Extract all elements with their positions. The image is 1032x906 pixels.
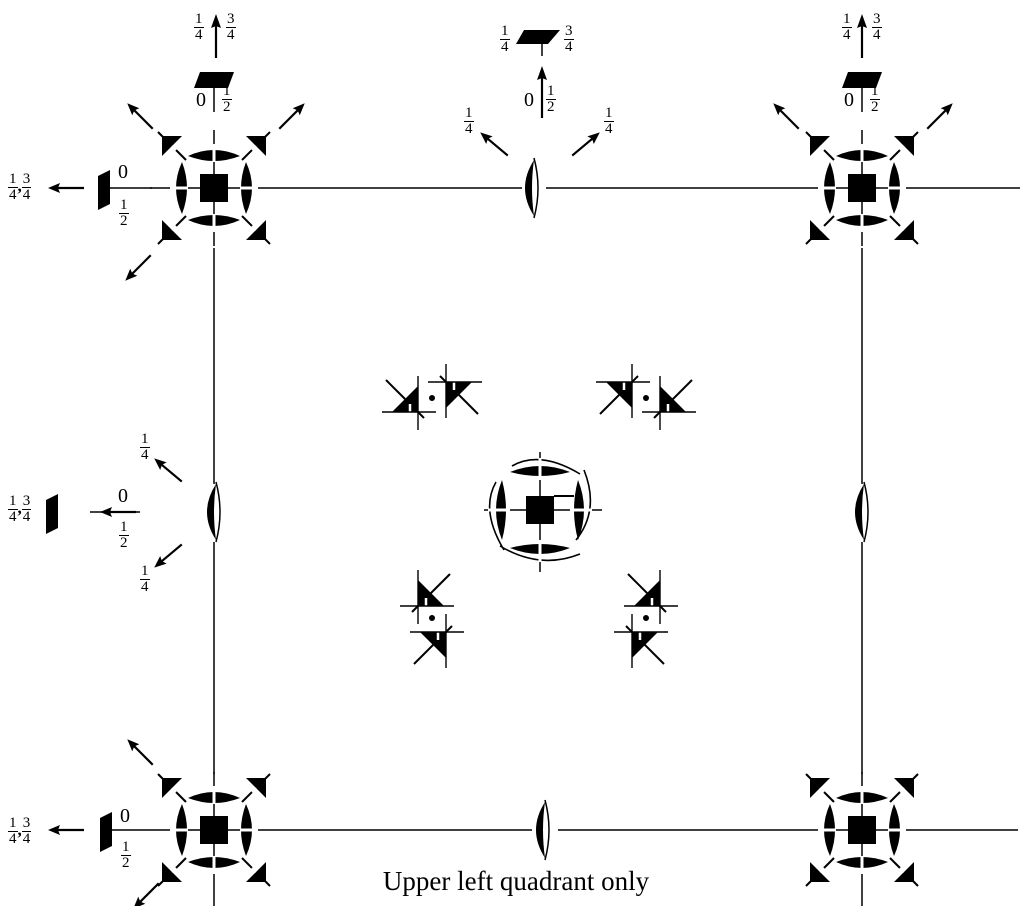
- vertical-arrow-top-right: [857, 14, 867, 58]
- arrow-top-right-ne: [922, 98, 958, 134]
- label-tl-top-zero: 0: [196, 89, 206, 111]
- label-tl-left-zero: 0: [118, 161, 128, 183]
- plane-symbol-top-right: [842, 72, 882, 88]
- vertical-arrow-top-edge: [537, 66, 547, 118]
- label-ml-zero: 0: [118, 485, 128, 507]
- arrow-top-left-west: [46, 181, 86, 195]
- arrow-bottom-left-west: [46, 823, 86, 837]
- cell-edge-lines: [140, 187, 1020, 906]
- arrow-top-right-nw: [768, 98, 804, 134]
- vertical-arrow-top-left: [211, 14, 221, 58]
- twofold-axis-left-edge: [206, 481, 221, 543]
- label-bl-zero: 0: [120, 805, 130, 827]
- inner-motif-lower-left: [398, 568, 466, 670]
- arrow-top-left-ne: [274, 98, 310, 134]
- arrow-top-left-sw: [120, 250, 156, 286]
- fourfold-axis-center: [484, 452, 602, 572]
- twofold-axis-bottom-edge: [535, 799, 550, 861]
- label-tm-zero: 0: [524, 89, 534, 111]
- arrow-left-edge-down: [149, 539, 187, 573]
- arrow-left-edge-up: [149, 453, 187, 487]
- plane-symbol-top-left: [194, 72, 234, 88]
- inner-motif-upper-right: [594, 362, 698, 432]
- plane-symbol-left: [98, 170, 110, 210]
- plane-symbol-top-edge: [516, 30, 560, 44]
- arrow-bottom-left-nw: [122, 734, 158, 770]
- fourfold-axis-top-right: [802, 128, 922, 248]
- inner-motif-lower-right: [612, 568, 680, 670]
- inner-motif-upper-left: [380, 362, 484, 432]
- plane-symbol-bottom-left: [100, 812, 112, 852]
- diagram-caption: Upper left quadrant only: [382, 866, 650, 896]
- arrow-top-edge-nw: [475, 127, 513, 161]
- plane-symbol-mid-left: [46, 494, 58, 534]
- arrow-top-edge-ne: [567, 127, 605, 161]
- twofold-axis-top-edge: [524, 157, 539, 219]
- fourfold-axis-top-left: [154, 128, 274, 248]
- twofold-axis-right-edge: [854, 481, 869, 543]
- label-tr-zero: 0: [844, 89, 854, 111]
- arrow-top-left-nw: [122, 98, 158, 134]
